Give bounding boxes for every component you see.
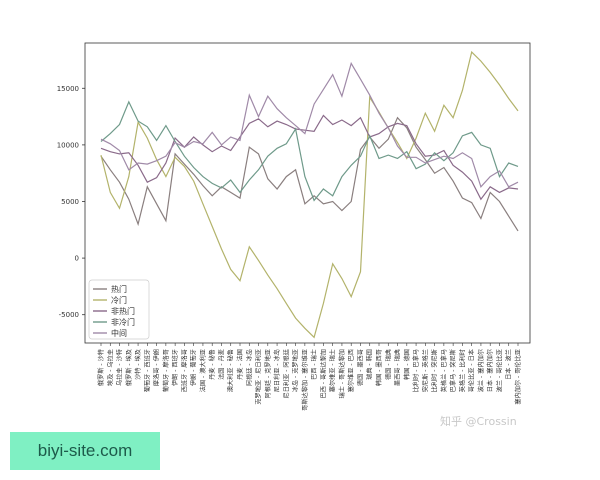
x-tick-label: 法国 - 丹麦	[217, 349, 225, 380]
x-tick-label: 西班牙 - 摩洛哥	[180, 349, 188, 392]
x-tick-label: 葡萄牙 - 摩洛哥	[162, 349, 170, 392]
x-tick-label: 哥斯达黎加 - 塞尔维亚	[301, 349, 309, 411]
series-line-1	[100, 116, 519, 232]
x-tick-label: 墨西哥 - 瑞典	[394, 349, 402, 386]
x-tick-label: 丹麦 - 秘鲁	[208, 349, 216, 380]
watermark-text: 知乎 @Crossin	[440, 414, 517, 428]
x-tick-label: 丹麦 - 法国	[236, 349, 244, 380]
x-tick-label: 俄罗斯 - 埃及	[125, 349, 133, 386]
y-tick-label: -5000	[59, 311, 79, 319]
x-tick-label: 澳大利亚 - 秘鲁	[227, 349, 235, 392]
y-tick-label: 15000	[57, 85, 79, 93]
x-tick-label: 突尼斯 - 英格兰	[421, 349, 429, 392]
legend-entry: 中间	[111, 328, 127, 338]
x-tick-label: 德国 - 瑞典	[384, 349, 392, 380]
legend-entry: 热门	[111, 284, 127, 294]
legend-entry: 冷门	[111, 295, 127, 305]
x-tick-label: 比利时 - 巴拿马	[412, 349, 420, 392]
legend-entry: 非冷门	[111, 317, 135, 327]
x-tick-label: 克罗地亚 - 尼日利亚	[255, 349, 263, 405]
x-tick-label: 德国 - 墨西哥	[356, 349, 364, 386]
x-tick-label: 英格兰 - 比利时	[458, 349, 466, 392]
x-tick-label: 日本 - 波兰	[505, 349, 513, 380]
y-axis: -5000 0 5000 10000 15000	[57, 85, 85, 319]
legend-box	[88, 279, 150, 340]
x-tick-label: 巴西 - 哥斯达黎加	[319, 349, 327, 398]
series-layer	[100, 50, 519, 339]
x-tick-label: 伊朗 - 葡萄牙	[190, 349, 198, 386]
series-line-2	[100, 50, 519, 339]
x-tick-label: 哥伦比亚 - 日本	[468, 349, 476, 392]
x-tick-label: 埃及 - 乌拉圭	[106, 349, 114, 386]
x-tick-label: 法国 - 澳大利亚	[199, 349, 207, 392]
x-tick-label: 尼日利亚 - 阿根廷	[282, 349, 290, 398]
x-tick-label: 塞尔维亚 - 巴西	[347, 349, 355, 392]
x-tick-label: 瑞士 - 哥斯达黎加	[338, 349, 346, 398]
x-tick-label: 沙特 - 埃及	[134, 349, 142, 380]
x-tick-label: 俄罗斯 - 沙特	[97, 349, 105, 386]
x-tick-label: 巴拿马 - 突尼斯	[449, 349, 457, 392]
plot-area	[84, 42, 531, 344]
x-tick-label: 阿根廷 - 冰岛	[245, 349, 253, 386]
x-tick-label: 尼日利亚 - 冰岛	[273, 349, 281, 392]
x-tick-label: 英格兰 - 巴拿马	[440, 349, 448, 392]
site-badge[interactable]: biyi-site.com	[10, 432, 160, 470]
x-tick-label: 摩洛哥 - 伊朗	[153, 349, 161, 386]
series-line-5	[100, 61, 519, 188]
axes-frame	[84, 42, 531, 344]
y-tick-label: 10000	[57, 141, 79, 149]
x-tick-label: 乌拉圭 - 沙特	[116, 349, 124, 386]
x-tick-label: 阿根廷 - 克罗地亚	[264, 349, 272, 398]
y-tick-label: 5000	[61, 198, 79, 206]
x-tick-label: 韩国 - 墨西哥	[375, 349, 383, 386]
x-tick-label: 波兰 - 哥伦比亚	[495, 349, 503, 392]
x-tick-label: 巴西 - 瑞士	[310, 349, 318, 380]
y-tick-label: 0	[75, 255, 79, 263]
x-tick-label: 比利时 - 突尼斯	[431, 349, 439, 392]
x-axis: 俄罗斯 - 沙特 埃及 - 乌拉圭 乌拉圭 - 沙特 俄罗斯 - 埃及 沙特 - 埃及葡…	[97, 343, 522, 411]
x-tick-label: 冰岛 - 克罗地亚	[292, 349, 300, 392]
x-tick-label: 韩国 - 德国	[403, 349, 411, 380]
x-tick-label: 葡萄牙 - 西班牙	[143, 349, 151, 392]
x-tick-label: 塞内加尔 - 哥伦比亚	[514, 349, 522, 405]
x-tick-label: 波兰 - 塞内加尔	[477, 349, 485, 392]
x-tick-label: 瑞典 - 韩国	[366, 349, 374, 380]
x-tick-label: 日本 - 塞内加尔	[486, 349, 494, 392]
x-tick-label: 塞尔维亚 - 瑞士	[329, 349, 337, 392]
x-tick-label: 伊朗 - 西班牙	[171, 349, 179, 386]
legend-entry: 非热门	[111, 306, 135, 316]
